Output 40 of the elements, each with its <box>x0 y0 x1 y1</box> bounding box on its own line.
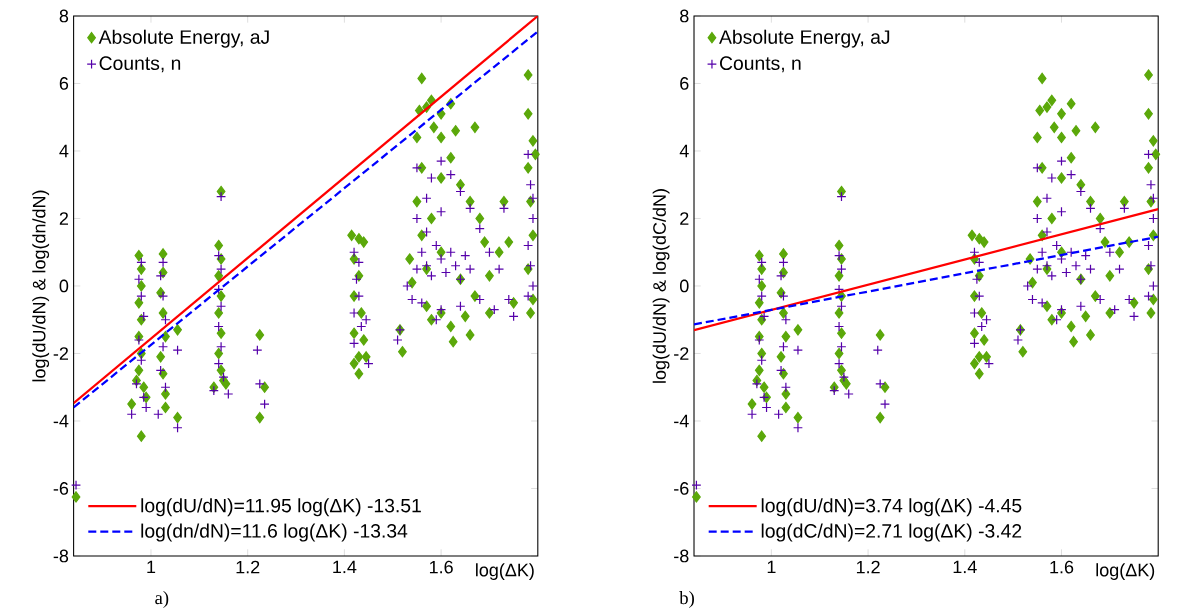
x-axis-title: log(ΔK) <box>476 563 534 580</box>
legend-label: log(dU/dN)=3.74 log(ΔK) -4.45 <box>761 498 1022 517</box>
y-tick-label: 8 <box>59 9 69 23</box>
y-tick-label: 2 <box>680 212 689 225</box>
y-tick-label: 0 <box>680 279 689 293</box>
y-tick-label: -4 <box>674 414 689 428</box>
x-tick-label: 1.6 <box>1050 560 1074 574</box>
y-tick-label: 6 <box>59 77 69 90</box>
x-tick-label: 1 <box>147 560 156 574</box>
y-tick-label: 8 <box>680 9 689 23</box>
legend-label: Counts, n <box>99 56 181 73</box>
y-tick-label: -6 <box>674 482 689 495</box>
y-tick-label: -2 <box>53 347 69 360</box>
y-tick-label: -8 <box>674 549 689 563</box>
y-tick-label: -4 <box>53 414 69 428</box>
text: a) <box>155 591 169 608</box>
legend-label: log(dU/dN)=11.95 log(ΔK) -13.51 <box>141 498 421 517</box>
y-axis-title: log(dU/dN) & log(dC/dN) <box>652 189 670 383</box>
legend-label: Absolute Energy, aJ <box>98 29 269 48</box>
y-tick-label: 4 <box>679 144 689 158</box>
y-tick-label: 6 <box>680 77 689 90</box>
y-tick-label: -8 <box>53 549 69 563</box>
x-tick-label: 1.2 <box>236 560 260 574</box>
y-tick-label: 2 <box>59 212 69 225</box>
y-tick-label: -2 <box>674 347 689 360</box>
legend-label: log(dC/dN)=2.71 log(ΔK) -3.42 <box>761 523 1022 542</box>
x-axis-title: log(ΔK) <box>1096 563 1155 580</box>
x-tick-label: 1.2 <box>856 560 880 574</box>
y-axis-title: log(dU/dN) & log(dn/dN) <box>32 190 50 382</box>
legend-label: Counts, n <box>720 56 801 73</box>
y-tick-label: 4 <box>59 144 69 158</box>
y-tick-label: -6 <box>53 482 69 495</box>
x-tick-label: 1.4 <box>333 560 357 574</box>
x-tick-label: 1.4 <box>953 560 977 574</box>
x-tick-label: 1.6 <box>429 560 453 574</box>
text: b) <box>679 591 694 608</box>
y-tick-label: 0 <box>59 279 69 293</box>
legend-label: Absolute Energy, aJ <box>719 29 890 48</box>
legend-label: log(dn/dN)=11.6 log(ΔK) -13.34 <box>141 523 408 542</box>
x-tick-label: 1 <box>767 560 776 574</box>
